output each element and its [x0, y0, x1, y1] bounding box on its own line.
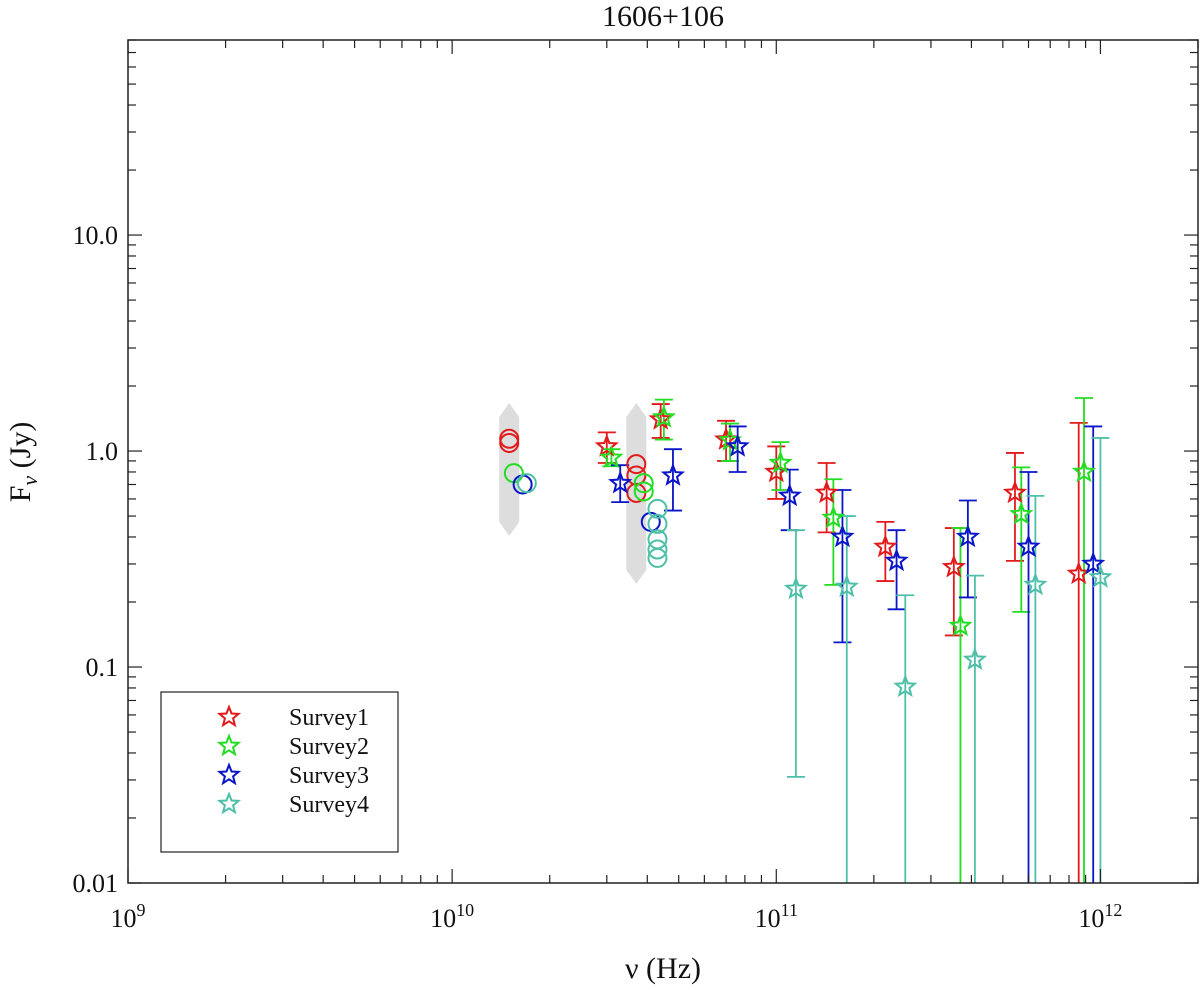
legend-label: Survey3	[289, 763, 369, 789]
y-tick-label: 0.1	[86, 653, 119, 682]
y-axis-label-main: F	[4, 486, 37, 503]
x-tick-label: 1012	[1078, 900, 1122, 933]
circle-data-point	[499, 432, 520, 453]
star-data-point	[651, 404, 677, 428]
error-bar	[786, 529, 805, 778]
star-data-point	[768, 450, 793, 474]
legend-star-icon	[216, 704, 242, 728]
star-data-point	[830, 524, 855, 548]
circle-markers	[499, 428, 668, 568]
x-axis-label: ν (Hz)	[625, 952, 701, 985]
star-markers	[594, 404, 1113, 698]
legend-entry: Survey1	[216, 704, 369, 731]
star-data-point	[1081, 551, 1106, 575]
x-tick-label-exponent: 9	[137, 900, 146, 920]
error-bar	[1019, 471, 1038, 883]
x-tick-labels: 109 1010 1011 1012	[111, 900, 1123, 933]
star-data-point	[948, 613, 973, 637]
error-bar	[1026, 494, 1045, 883]
circle-data-point	[516, 473, 537, 494]
y-tick-labels: 0.01 0.1 1.0 10.0	[73, 221, 119, 898]
y-tick-label: 1.0	[86, 437, 119, 466]
circle-data-point	[633, 473, 654, 494]
legend-label: Survey2	[289, 734, 369, 760]
legend-box	[160, 691, 399, 853]
chart-title: 1606+106	[602, 0, 724, 33]
error-bar	[965, 574, 984, 883]
legend-entries: Survey1 Survey2 Survey3 Survey4	[216, 704, 369, 818]
legend-entry: Survey2	[216, 733, 369, 760]
x-tick-label-base: 10	[430, 904, 456, 933]
axis-ticks	[127, 39, 1199, 884]
star-data-point	[884, 548, 909, 572]
star-data-point	[777, 483, 802, 507]
star-data-point	[725, 433, 750, 457]
star-data-point	[834, 574, 859, 598]
circle-data-point	[647, 513, 668, 534]
x-tick-label-base: 10	[111, 904, 137, 933]
error-bar	[958, 499, 977, 599]
circle-data-point	[647, 539, 668, 560]
gray-uncertainty-band	[499, 403, 520, 536]
legend-label: Survey1	[289, 705, 369, 731]
x-tick-label-exponent: 10	[456, 900, 474, 920]
star-data-point	[821, 505, 846, 529]
x-tick-label-exponent: 12	[1104, 900, 1122, 920]
error-bar	[1075, 397, 1094, 883]
star-data-point	[873, 534, 898, 558]
star-data-point	[955, 524, 981, 548]
star-data-point	[1088, 564, 1113, 588]
star-data-point	[1002, 480, 1028, 504]
legend-entry: Survey3	[216, 762, 369, 789]
star-data-point	[941, 554, 966, 578]
gray-uncertainty-band	[626, 403, 647, 584]
legend-star-icon	[216, 791, 242, 815]
star-data-point	[1023, 572, 1048, 596]
star-data-point	[783, 576, 809, 600]
legend-entry: Survey4	[216, 791, 369, 818]
circle-data-point	[626, 454, 647, 475]
y-axis-label-sub: ν	[17, 476, 42, 486]
legend-label: Survey4	[289, 792, 369, 818]
error-bar	[1091, 437, 1110, 883]
star-data-point	[599, 445, 624, 469]
y-axis-label: Fν (Jy)	[4, 422, 42, 503]
error-bar	[771, 441, 790, 491]
x-tick-label-base: 10	[1078, 904, 1104, 933]
error-bar	[1084, 425, 1103, 883]
circle-data-point	[647, 498, 668, 519]
circle-data-point	[647, 547, 668, 568]
star-data-point	[893, 674, 918, 698]
star-data-point	[608, 470, 633, 494]
x-tick-label: 1010	[430, 900, 474, 933]
star-data-point	[1066, 561, 1091, 585]
x-tick-label-exponent: 11	[781, 900, 798, 920]
circle-data-point	[633, 481, 654, 502]
legend: Survey1 Survey2 Survey3 Survey4	[160, 691, 399, 853]
x-tick-label: 109	[111, 900, 146, 933]
error-bar	[896, 594, 915, 883]
x-tick-label-base: 10	[755, 904, 781, 933]
y-tick-label: 10.0	[73, 221, 119, 250]
star-data-point	[1071, 459, 1097, 483]
y-axis-label-rest: (Jy)	[4, 422, 37, 476]
star-data-point	[1009, 501, 1034, 525]
star-data-point	[962, 647, 988, 671]
star-data-point	[594, 433, 619, 457]
star-data-point	[660, 462, 686, 486]
legend-star-icon	[216, 733, 242, 757]
y-tick-label: 0.01	[73, 869, 119, 898]
legend-star-icon	[216, 762, 242, 786]
star-data-point	[1016, 534, 1041, 558]
x-tick-label: 1011	[755, 900, 798, 933]
star-data-point	[814, 480, 839, 504]
x-axis-label-text: ν (Hz)	[625, 952, 701, 985]
